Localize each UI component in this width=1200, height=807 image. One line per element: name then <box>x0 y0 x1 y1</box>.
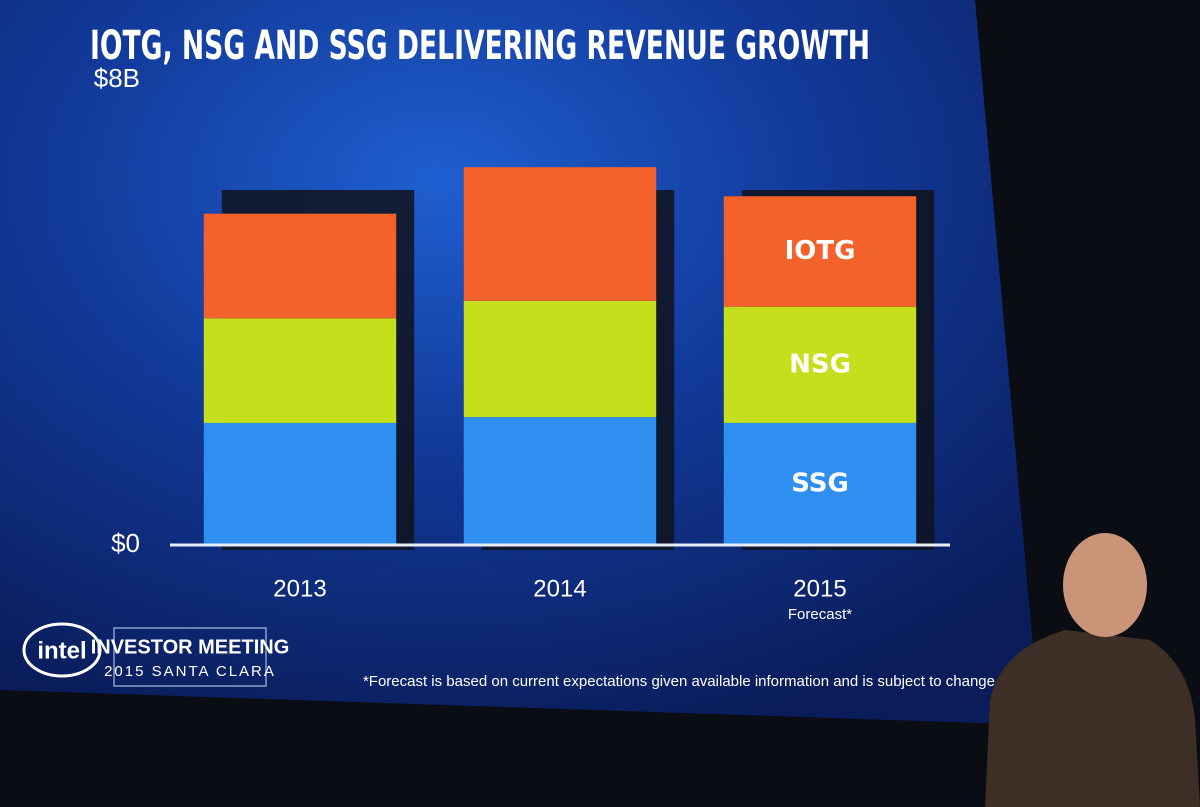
y-tick-label: $8B <box>94 63 140 93</box>
forecast-note: Forecast* <box>788 606 852 623</box>
branding: intel INVESTOR MEETING 2015 SANTA CLARA <box>22 622 290 687</box>
event-box <box>113 627 267 687</box>
bar-segment <box>723 196 917 307</box>
x-tick-label: 2013 <box>273 575 326 602</box>
segment-label: IOTG <box>785 236 856 266</box>
segment-label: NSG <box>789 349 851 379</box>
x-tick-label: 2014 <box>533 575 586 602</box>
bar-segment <box>723 422 917 545</box>
presenter-head <box>1063 533 1147 637</box>
event-place: 2015 SANTA CLARA <box>104 663 276 680</box>
logo-ring <box>22 622 102 678</box>
chart-title: IOTG, NSG AND SSG DELIVERING REVENUE GRO… <box>90 23 870 69</box>
segment-label: SSG <box>791 468 849 498</box>
x-tick-label: 2015 <box>793 575 846 602</box>
bar-segment <box>463 167 657 301</box>
bar-segment <box>203 422 397 545</box>
footnote: *Forecast is based on current expectatio… <box>363 673 1010 690</box>
presenter-body <box>985 630 1200 807</box>
bar-segment <box>463 300 657 418</box>
bar-segment <box>723 306 917 423</box>
bar-segment <box>463 417 657 545</box>
bar-segment <box>203 318 397 423</box>
bar-segment <box>203 213 397 319</box>
event-name: INVESTOR MEETING <box>91 636 290 658</box>
presenter <box>985 533 1200 807</box>
y-tick-label: $0 <box>111 528 140 558</box>
logo: intel <box>37 637 86 664</box>
